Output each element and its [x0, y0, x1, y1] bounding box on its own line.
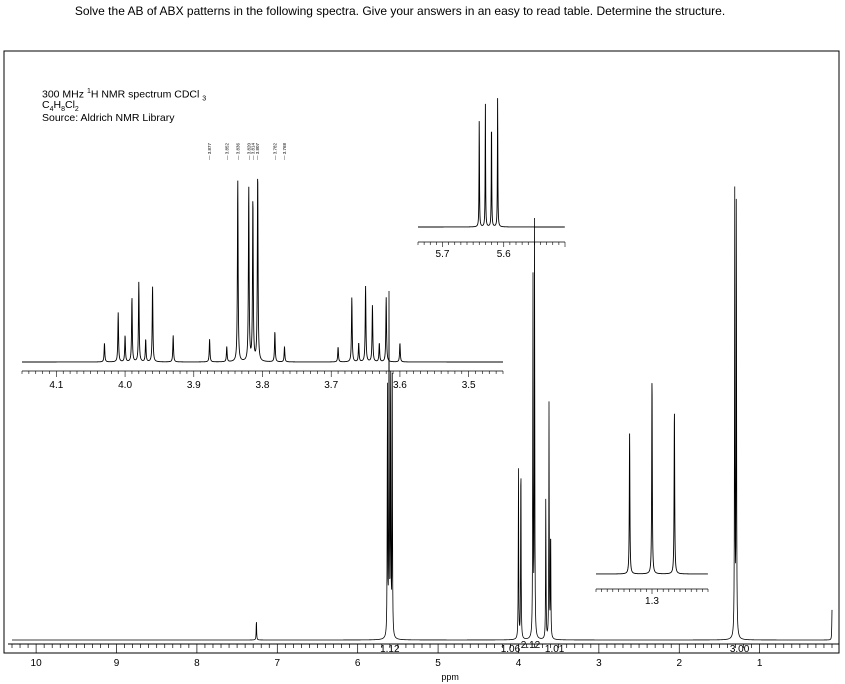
inset-left-trace [22, 178, 503, 363]
formula-cl: Cl [65, 99, 75, 111]
formula-h: H [53, 99, 62, 111]
main-axis-ticks: 10 9 8 7 6 5 4 3 2 1 ppm [8, 643, 839, 682]
integral-values: 1.12 1.06 2.12 1.01 3.00 [380, 640, 750, 655]
peak-shift-label: — 3.814 [250, 142, 255, 160]
inset-1.3-ppm: 1.3 [595, 383, 709, 607]
axis-tick-label: 7 [275, 658, 281, 669]
main-spectrum-line [12, 186, 833, 641]
inset-left-tick-label: 3.6 [393, 380, 407, 391]
inset-left-tick-label: 3.8 [256, 380, 270, 391]
axis-tick-label: 6 [355, 658, 361, 669]
inset-left-tick-label: 4.0 [118, 380, 132, 391]
spectrum-source: Source: Aldrich NMR Library [42, 112, 175, 124]
inset-left-tick-label: 3.5 [462, 380, 476, 391]
axis-tick-label: 5 [435, 658, 441, 669]
header-freq: 300 MHz [42, 88, 87, 101]
axis-tick-label: 4 [516, 658, 522, 669]
peak-shift-label: — 3.807 [255, 142, 260, 160]
formula-c: C [42, 99, 50, 111]
inset-left-tick-label: 3.7 [324, 380, 338, 391]
integral-label: 1.06 [501, 644, 521, 655]
axis-tick-label: 9 [114, 658, 120, 669]
header-solvent: H NMR spectrum CDCl [90, 88, 200, 101]
inset-left-tick-label: 4.1 [49, 380, 63, 391]
formula-c-count: 4 [49, 106, 54, 114]
inset-methyl-tick-label: 1.3 [645, 596, 659, 607]
plot-frame [3, 50, 840, 654]
integral-label: 3.00 [730, 644, 750, 655]
inset-5.6-ppm: 5.7 5.6 [417, 98, 566, 260]
integral-label: 1.12 [380, 644, 400, 655]
axis-tick-label: 8 [194, 658, 200, 669]
peak-shift-label: — 3.877 [207, 142, 212, 160]
peak-shift-label: — 3.836 [235, 142, 240, 160]
main-spectrum-trace [12, 186, 833, 641]
spectrum-header-line: 300 MHz 1H NMR spectrum CDCl 3 [42, 86, 206, 106]
axis-tick-label: 1 [757, 658, 763, 669]
peak-shift-label: — 3.820 [246, 142, 251, 160]
axis-unit-label: ppm [441, 672, 459, 682]
peak-shift-label: — 3.782 [272, 142, 277, 160]
axis-tick-label: 10 [31, 658, 43, 669]
formula-cl-count: 2 [74, 106, 79, 114]
peak-shift-label: — 3.852 [224, 142, 229, 160]
inset-methyl-trace [596, 383, 708, 575]
question-text: Solve the AB of ABX patterns in the foll… [74, 4, 726, 18]
peak-shift-label: — 3.768 [282, 142, 287, 160]
inset-left-tick-label: 3.9 [187, 380, 201, 391]
integral-label: 2.12 [521, 640, 541, 651]
formula-h-count: 8 [61, 106, 65, 114]
inset-3.5-4.1-ppm: 4.1 4.0 3.9 3.8 3.7 3.6 3.5 — 3.877 — 3.852 — 3.8… [21, 142, 504, 391]
axis-tick-label: 3 [596, 658, 602, 669]
inset-vinyl-tick-label: 5.6 [497, 249, 511, 260]
axis-tick-label: 2 [676, 658, 682, 669]
header-solvent-sub: 3 [202, 95, 207, 103]
inset-vinyl-trace [418, 98, 565, 228]
inset-vinyl-tick-label: 5.7 [436, 249, 450, 260]
integral-label: 1.01 [545, 644, 565, 655]
molecular-formula: C4H8Cl2 [42, 99, 79, 116]
header-isotope-sup: 1 [86, 88, 91, 95]
